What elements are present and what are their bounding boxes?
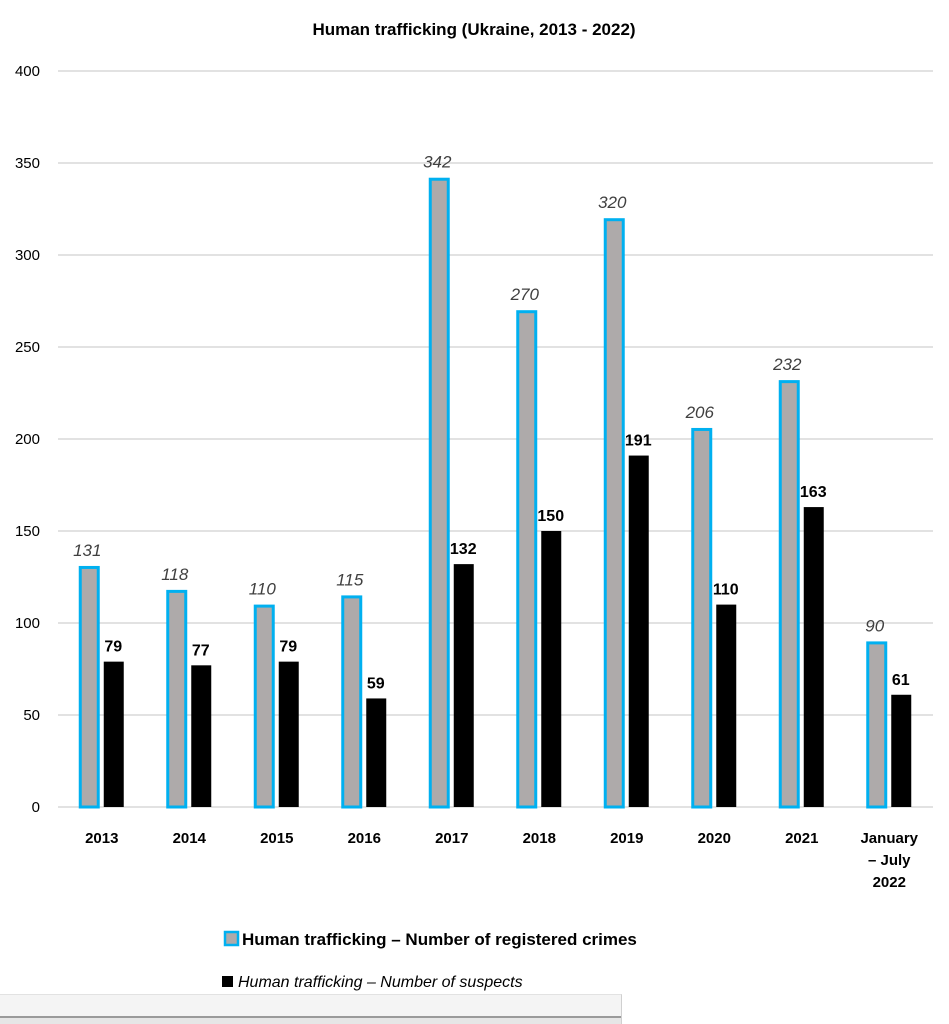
panel-divider: [0, 1016, 621, 1018]
y-tick-label: 250: [15, 339, 40, 356]
y-tick-label: 350: [15, 155, 40, 172]
x-tick-label: 2020: [698, 830, 731, 847]
data-label-registered-crimes: 232: [772, 355, 802, 374]
data-label-registered-crimes: 270: [510, 285, 540, 304]
chart-title: Human trafficking (Ukraine, 2013 - 2022): [312, 20, 635, 39]
bar-registered-crimes[interactable]: [516, 310, 538, 809]
bar-suspects[interactable]: [191, 665, 212, 807]
x-tick-label-line: 2013: [85, 830, 118, 847]
x-tick-label: 2016: [348, 830, 381, 847]
x-tick-label: January – July 2022: [860, 830, 918, 891]
x-tick-label-line: 2016: [348, 830, 381, 847]
x-tick-label-line: 2015: [260, 830, 293, 847]
x-tick-label: 2021: [785, 830, 818, 847]
data-label-suspects: 150: [537, 508, 564, 525]
x-tick-label: 2017: [435, 830, 468, 847]
x-tick-label-line: – July: [868, 852, 911, 869]
data-label-suspects: 59: [367, 675, 385, 692]
data-label-registered-crimes: 320: [598, 193, 627, 212]
x-tick-label-line: 2018: [523, 830, 556, 847]
bar-suspects[interactable]: [891, 694, 912, 807]
data-label-registered-crimes: 110: [249, 580, 277, 599]
bar-registered-crimes[interactable]: [78, 565, 100, 809]
data-labels: 131 79 118 77 110 79 115 59 342 132 270 150 320 191 20…: [73, 153, 910, 693]
legend-swatch-registered-crimes: [223, 930, 240, 947]
x-axis-ticks: 2013 2014 2015 2016 2017 2018 2019 2020 2021 Janu…: [85, 830, 919, 891]
legend-item-registered-crimes[interactable]: Human trafficking – Number of registered…: [223, 930, 637, 949]
x-tick-label-line: 2019: [610, 830, 643, 847]
x-tick-label-line: 2014: [173, 830, 207, 847]
data-label-registered-crimes: 115: [336, 570, 364, 589]
legend: Human trafficking – Number of registered…: [222, 930, 637, 991]
x-tick-label: 2019: [610, 830, 643, 847]
bar-registered-crimes[interactable]: [778, 380, 800, 809]
y-tick-label: 0: [32, 799, 40, 816]
bar-registered-crimes[interactable]: [341, 595, 363, 809]
data-label-suspects: 132: [450, 541, 477, 558]
data-label-suspects: 163: [800, 484, 827, 501]
y-tick-label: 200: [15, 431, 40, 448]
bar-registered-crimes[interactable]: [603, 218, 625, 809]
legend-item-suspects[interactable]: Human trafficking – Number of suspects: [222, 974, 523, 991]
data-label-suspects: 79: [279, 639, 297, 656]
legend-label-registered-crimes: Human trafficking – Number of registered…: [242, 930, 637, 949]
data-label-registered-crimes: 342: [423, 153, 452, 172]
bar-suspects[interactable]: [366, 698, 387, 807]
x-tick-label: 2018: [523, 830, 556, 847]
x-tick-label: 2015: [260, 830, 293, 847]
bar-registered-crimes[interactable]: [166, 589, 188, 809]
bar-suspects[interactable]: [453, 564, 474, 807]
data-label-registered-crimes: 90: [865, 616, 884, 635]
data-label-registered-crimes: 131: [73, 541, 101, 560]
bottom-overlay-panel: [0, 994, 622, 1024]
bar-suspects[interactable]: [103, 661, 124, 807]
x-tick-label-line: 2020: [698, 830, 731, 847]
data-label-suspects: 110: [713, 582, 739, 599]
x-tick-label-line: 2022: [873, 874, 906, 891]
y-axis-ticks: 0 50 100 150 200 250 300 350 400: [15, 63, 40, 816]
data-label-registered-crimes: 206: [685, 403, 715, 422]
legend-label-suspects: Human trafficking – Number of suspects: [238, 974, 523, 991]
bar-registered-crimes[interactable]: [428, 177, 450, 809]
x-tick-label: 2014: [173, 830, 207, 847]
data-label-suspects: 191: [625, 433, 652, 450]
x-tick-label-line: 2017: [435, 830, 468, 847]
y-tick-label: 150: [15, 523, 40, 540]
y-tick-label: 400: [15, 63, 40, 80]
data-label-suspects: 79: [104, 639, 122, 656]
bar-registered-crimes[interactable]: [691, 427, 713, 809]
bar-suspects[interactable]: [278, 661, 299, 807]
bar-suspects[interactable]: [628, 455, 649, 807]
x-tick-label-line: January: [860, 830, 918, 847]
data-label-suspects: 77: [192, 642, 210, 659]
y-tick-label: 100: [15, 615, 40, 632]
y-tick-label: 50: [23, 707, 40, 724]
data-label-suspects: 61: [892, 672, 910, 689]
bar-registered-crimes[interactable]: [866, 641, 888, 809]
x-tick-label: 2013: [85, 830, 118, 847]
bar-suspects[interactable]: [803, 507, 824, 807]
panel-lower-strip: [0, 1018, 621, 1024]
bars: [78, 177, 912, 809]
legend-swatch-suspects: [222, 976, 233, 987]
y-tick-label: 300: [15, 247, 40, 264]
data-label-registered-crimes: 118: [161, 565, 189, 584]
x-tick-label-line: 2021: [785, 830, 818, 847]
bar-suspects[interactable]: [716, 604, 737, 807]
bar-registered-crimes[interactable]: [253, 604, 275, 809]
bar-suspects[interactable]: [541, 531, 562, 807]
gridlines: [58, 70, 933, 808]
